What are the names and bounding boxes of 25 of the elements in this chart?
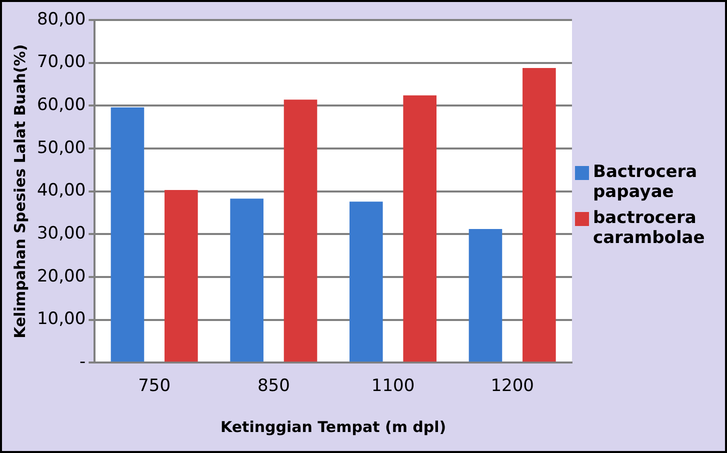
y-axis-title: Kelimpahan Spesies Lalat Buah(%)	[10, 44, 29, 338]
y-tick-label: 70,00	[36, 52, 86, 72]
bar	[164, 190, 198, 362]
bar	[403, 95, 436, 362]
legend-label: bactrocera carambolae	[593, 208, 706, 248]
y-tick-label: 80,00	[36, 9, 86, 30]
x-axis-title: Ketinggian Tempat (m dpl)	[220, 418, 446, 436]
bar	[230, 198, 264, 362]
y-tick-label: 40,00	[36, 180, 86, 201]
bar	[350, 202, 383, 362]
y-tick-label: 60,00	[36, 95, 86, 116]
bar	[522, 68, 556, 362]
x-tick-label: 750	[138, 376, 171, 396]
bar	[284, 100, 318, 362]
y-tick-label: 30,00	[36, 224, 86, 244]
legend-label: Bactrocera papayae	[593, 162, 698, 202]
y-tick-label: 20,00	[36, 266, 86, 286]
x-tick-label: 1200	[490, 376, 534, 396]
y-tick-label: 50,00	[36, 138, 86, 158]
y-tick-label: 10,00	[36, 309, 86, 330]
bar	[468, 228, 502, 362]
bar	[110, 107, 144, 362]
x-tick-label: 850	[257, 376, 290, 396]
x-tick-label: 1100	[371, 376, 415, 396]
y-tick-label: -	[80, 352, 86, 372]
